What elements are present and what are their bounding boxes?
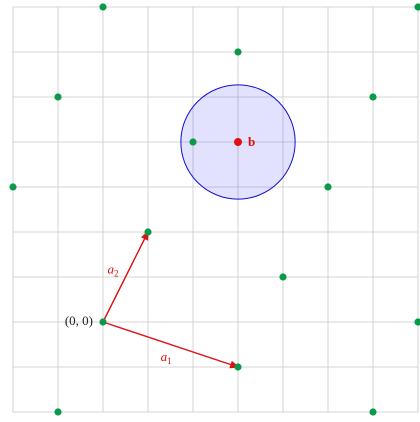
vector-label: a2 xyxy=(107,262,118,279)
lattice-point xyxy=(144,228,152,236)
grid xyxy=(12,6,419,413)
origin-label: (0, 0) xyxy=(65,313,93,328)
lattice-point xyxy=(324,183,332,191)
basis-vector xyxy=(102,230,149,323)
vector-name: a xyxy=(161,349,168,364)
vector-subscript: 2 xyxy=(114,269,119,279)
lattice-point xyxy=(54,93,62,101)
lattice-point xyxy=(234,48,242,56)
lattice-point xyxy=(414,318,420,326)
lattice-point xyxy=(99,318,107,326)
target-label: b xyxy=(248,134,255,149)
lattice-point xyxy=(189,138,197,146)
lattice-point xyxy=(369,93,377,101)
basis-vector xyxy=(102,321,240,369)
lattice-point xyxy=(279,273,287,281)
lattice-point xyxy=(54,408,62,416)
lattice-point xyxy=(99,3,107,11)
lattice-point xyxy=(414,3,420,11)
vector-name: a xyxy=(107,262,114,277)
lattice-point xyxy=(369,408,377,416)
lattice-point xyxy=(234,363,242,371)
lattice-point xyxy=(9,183,17,191)
vector-label: a1 xyxy=(161,349,172,366)
vector-subscript: 1 xyxy=(167,356,172,366)
target-point xyxy=(234,138,242,146)
